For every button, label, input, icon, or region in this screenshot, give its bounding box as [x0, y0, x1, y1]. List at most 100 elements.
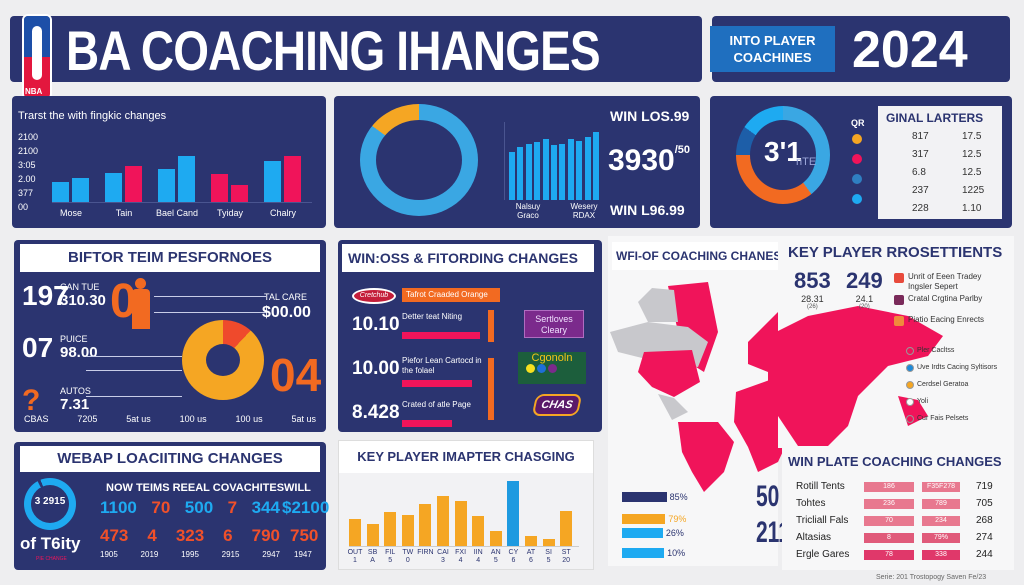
legend-bar: 10% [622, 546, 712, 560]
stat-big: ? [22, 384, 41, 417]
stat-value: 310.30 [60, 292, 106, 309]
x-label-part: 6 [529, 557, 533, 564]
map-label: Uve Irdts Cacing Syltisors [906, 363, 1006, 372]
bar [125, 165, 142, 202]
bar-chart [52, 133, 312, 203]
x-label-part: AT [526, 549, 536, 556]
map-dot [906, 415, 914, 423]
column [525, 143, 532, 200]
impact-bar [525, 536, 537, 546]
y-tick: 2.00 [18, 174, 36, 184]
row-bar [402, 380, 472, 387]
row-bar [402, 332, 480, 339]
bar [158, 169, 175, 202]
cell-a: 236 [864, 498, 914, 509]
row-value: 244 [976, 549, 993, 560]
panel7-title: KEY PLAYER RROSETTIENTS [788, 244, 1003, 261]
legend-dot [852, 134, 862, 144]
x-axis: Mose Tain Bael Cand Tyiday Chalry [52, 208, 312, 220]
x-label-part: 3 [441, 557, 445, 564]
x-label: SB A [364, 549, 382, 565]
x-label-part: FIL [385, 549, 396, 556]
impact-bar-chart [349, 481, 579, 547]
cell: 237 [912, 185, 929, 196]
stat-label: PUICE [60, 334, 88, 344]
x-label-part: A [370, 557, 375, 564]
bar [178, 155, 195, 202]
stat-big: 197 [22, 280, 69, 311]
row-value: 705 [976, 498, 993, 509]
stat-bottom: WIN L96.99 [610, 202, 685, 218]
panel9-header: KEY PLAYER IMAPTER CHASGING [339, 441, 593, 473]
legend-swatch [894, 273, 904, 283]
year: 1905 [100, 550, 118, 559]
map-dot [906, 381, 914, 389]
legend-bar: 85% [622, 490, 712, 504]
panel8-header: WEBAP LOACIITING CHANGES [20, 446, 320, 472]
panel4-header: BIFTOR TEIM PESFORNOES [20, 244, 320, 272]
x-label-part: AN [490, 549, 501, 556]
legend-text: Piatio Eacing Enrects [908, 315, 985, 324]
cell: 500 [184, 498, 214, 517]
impact-bar [489, 531, 502, 546]
row-blue: 1100 70 500 7 344 [100, 498, 280, 518]
table-row: 237 1225 [886, 182, 994, 200]
cell: 317 [912, 149, 929, 160]
column [534, 141, 541, 200]
cell: 70 [151, 498, 171, 517]
cell: 6 [223, 526, 233, 545]
bar-label: 79% [668, 514, 687, 524]
table-row: 317 12.5 [886, 146, 994, 164]
badge-sertloves: Sertloves Cleary [524, 310, 584, 338]
bar-label: 10% [667, 548, 686, 558]
x-label-part: FIRN [417, 549, 434, 556]
x-label-part: CY [508, 549, 519, 556]
legend-bar: 79% [622, 512, 712, 526]
x-label: Tyiday [216, 208, 243, 218]
panel5-header: WIN:OSS & FITORDING CHANGES [342, 244, 594, 272]
bar [52, 181, 69, 202]
table-row: Ergle Gares 78 338 244 [782, 546, 1014, 563]
row-value: 719 [976, 481, 993, 492]
x-label: FIL 5 [381, 549, 399, 565]
row-name: Ergle Gares [796, 549, 850, 560]
x-label-part: 1 [353, 557, 357, 564]
legend-text: Cratal Crgtina Parlby [908, 294, 983, 303]
panel-win-loss: Nalsuy Graco Wesery RDAX WIN LOS.99 3930… [334, 96, 700, 228]
table-row: Tricliall Fals 70 234 268 [782, 512, 1014, 529]
donut-chart [360, 104, 478, 216]
x-label: TW 0 [399, 549, 417, 565]
legend-header: QR [851, 118, 865, 128]
cell: 228 [912, 203, 929, 214]
cell-b: 79% [922, 532, 960, 543]
cell: 473 [100, 526, 129, 545]
right-value: $00.00 [262, 304, 311, 321]
impact-bar [349, 518, 361, 546]
cell: 7 [227, 498, 238, 517]
row-name: Altasias [796, 532, 832, 543]
win-plate-table: Rotill Tents 186 F35F278 719 Tohtes 236 789 705… [782, 478, 1014, 563]
legend-item: Piatio Eacing Enrects [894, 315, 1006, 326]
x-label-part: OUT [347, 549, 363, 556]
x-label-part: 5 [388, 557, 393, 564]
header-banner [10, 16, 702, 82]
person-icon [130, 278, 152, 334]
year: 2915 [221, 550, 240, 559]
impact-bar [419, 503, 432, 546]
ratings-table: GINAL LARTERS 817 17.5 317 12.5 6.8 12.5 237 12… [878, 106, 1002, 219]
percent-legend: 85% 79% 26% 10% [622, 490, 712, 566]
table-row: 817 17.5 [886, 128, 994, 146]
map-label: Cerdsel Geratoa [906, 380, 1006, 389]
map-dot [906, 364, 914, 372]
legend: Unrit of Eeen Tradey Ingsler Sepert Crata… [894, 272, 1006, 328]
x-label-part: 6 [511, 557, 516, 564]
map-text: Yoli [917, 398, 929, 405]
cell: 1.10 [962, 203, 982, 214]
x-label-part: TW [402, 549, 414, 556]
legend-bar: 26% [622, 526, 712, 540]
x-label-part: 5 [546, 557, 551, 564]
impact-bar [560, 511, 573, 546]
row-red: 473 4 323 6 790 [100, 526, 280, 546]
x-label: Bael Cand [155, 208, 199, 218]
cell: 817 [912, 131, 929, 142]
